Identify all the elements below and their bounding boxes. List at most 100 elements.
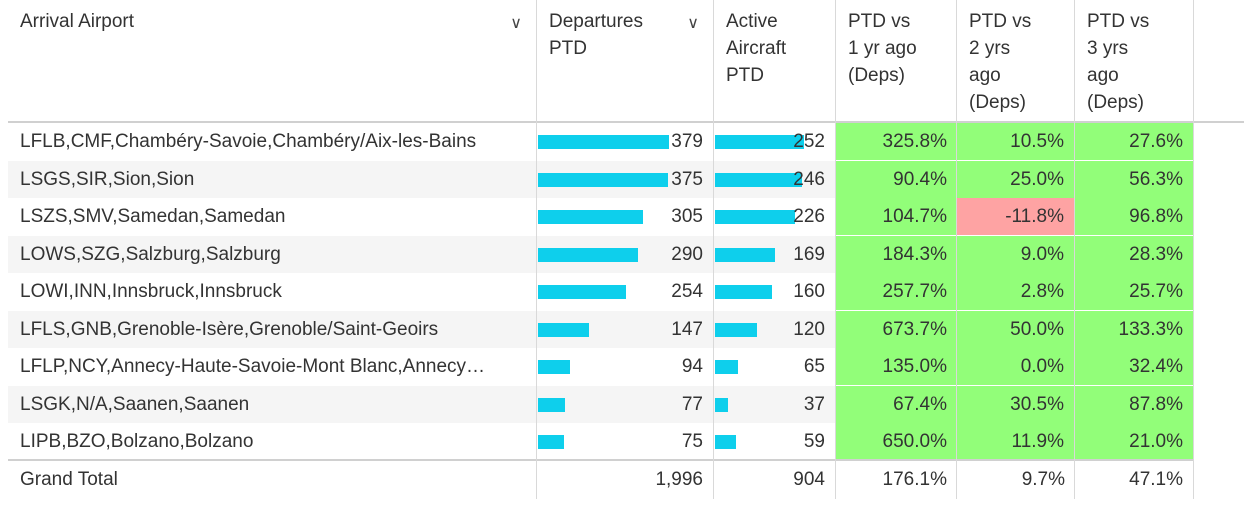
airport-name[interactable]: LFLS,GNB,Grenoble-Isère,Grenoble/Saint-G… — [20, 318, 439, 340]
active-aircraft-value: 120 — [793, 318, 825, 340]
column-divider — [835, 0, 836, 499]
table-row[interactable]: LOWI,INN,Innsbruck,Innsbruck 254 160 257.7%… — [8, 273, 1193, 310]
departures-value: 305 — [671, 206, 703, 227]
airport-name[interactable]: LOWS,SZG,Salzburg,Salzburg — [20, 243, 281, 265]
active-aircraft-bar — [715, 172, 802, 187]
grand-total-row: Grand Total 1,996 904 176.1% 9.7% 47.1% — [8, 461, 1193, 499]
vs-1yr-value: 650.0% — [836, 423, 957, 460]
departures-value: 375 — [671, 168, 703, 190]
table-row[interactable]: LOWS,SZG,Salzburg,Salzburg 290 169 184.3% 9.… — [8, 235, 1193, 273]
table-row[interactable]: LIPB,BZO,Bolzano,Bolzano 75 59 650.0% 11.9% 2… — [8, 423, 1193, 460]
header-vs2-line3: ago — [969, 65, 1001, 86]
active-aircraft-bar — [715, 322, 757, 337]
active-aircraft-bar — [715, 285, 772, 299]
chevron-down-icon[interactable]: ∨ — [510, 15, 522, 32]
airport-name[interactable]: LOWI,INN,Innsbruck,Innsbruck — [20, 281, 282, 302]
vs-3yrs-value: 27.6% — [1075, 123, 1193, 160]
header-arrival-airport[interactable]: Arrival Airport ∨ — [8, 0, 536, 122]
active-aircraft-value: 226 — [793, 206, 825, 227]
vs-2yrs-value: 50.0% — [957, 310, 1074, 348]
grand-total-active: 904 — [793, 469, 825, 490]
vs-1yr-value: 90.4% — [836, 160, 957, 198]
active-aircraft-value: 65 — [803, 356, 825, 377]
header-departures-line2: PTD — [549, 38, 587, 59]
table-row[interactable]: LFLP,NCY,Annecy-Haute-Savoie-Mont Blanc,… — [8, 348, 1193, 385]
header-vs3-line2: 3 yrs — [1087, 38, 1129, 59]
chevron-down-icon[interactable]: ∨ — [687, 15, 699, 32]
header-departures-line1: Departures — [549, 11, 643, 32]
header-vs1-line2: 1 yr ago — [848, 38, 917, 59]
departures-bar — [538, 435, 564, 449]
departures-bar — [538, 360, 570, 374]
active-aircraft-bar — [715, 360, 738, 374]
airport-name[interactable]: LSGS,SIR,Sion,Sion — [20, 168, 195, 190]
vs-1yr-value: 135.0% — [836, 348, 957, 385]
column-divider — [536, 0, 537, 499]
active-aircraft-value: 160 — [793, 281, 825, 302]
departures-value: 75 — [681, 431, 703, 452]
header-vs3-line4: (Deps) — [1087, 92, 1145, 113]
grand-total-label: Grand Total — [20, 469, 118, 490]
vs-1yr-value: 257.7% — [836, 273, 957, 310]
vs-1yr-value: 184.3% — [836, 235, 957, 273]
vs-2yrs-value: 2.8% — [957, 273, 1074, 310]
departures-value: 379 — [671, 131, 703, 152]
header-vs3-line1: PTD vs — [1087, 11, 1150, 32]
active-aircraft-value: 37 — [803, 393, 825, 415]
vs-3yrs-value: 28.3% — [1075, 235, 1193, 273]
vs-2yrs-value: 30.5% — [957, 385, 1074, 423]
header-vs-3yrs[interactable]: PTD vs 3 yrs ago (Deps) — [1075, 0, 1193, 122]
active-aircraft-bar — [715, 435, 736, 449]
vs-3yrs-value: 32.4% — [1075, 348, 1193, 385]
airport-name[interactable]: LFLP,NCY,Annecy-Haute-Savoie-Mont Blanc,… — [20, 356, 486, 377]
header-divider — [8, 121, 1244, 123]
airport-name[interactable]: LSZS,SMV,Samedan,Samedan — [20, 206, 286, 227]
header-departures[interactable]: Departures PTD ∨ — [537, 0, 713, 122]
airport-name[interactable]: LSGK,N/A,Saanen,Saanen — [20, 393, 250, 415]
header-arrival-label: Arrival Airport — [20, 11, 135, 32]
header-active-line3: PTD — [726, 65, 764, 86]
header-vs1-line3: (Deps) — [848, 65, 906, 86]
header-vs2-line2: 2 yrs — [969, 38, 1011, 59]
departures-value: 290 — [671, 243, 703, 265]
header-vs3-line3: ago — [1087, 65, 1119, 86]
table-row[interactable]: LFLS,GNB,Grenoble-Isère,Grenoble/Saint-G… — [8, 310, 1193, 348]
departures-value: 94 — [681, 356, 703, 377]
table-row[interactable]: LSZS,SMV,Samedan,Samedan 305 226 104.7% -11.… — [8, 198, 1193, 235]
active-aircraft-bar — [715, 135, 804, 149]
vs-2yrs-value: 11.9% — [957, 423, 1074, 460]
vs-2yrs-value: 9.0% — [957, 235, 1074, 273]
vs-3yrs-value: 133.3% — [1075, 310, 1193, 348]
header-vs-1yr[interactable]: PTD vs 1 yr ago (Deps) — [836, 0, 956, 122]
header-active-aircraft[interactable]: Active Aircraft PTD — [714, 0, 834, 122]
header-vs-2yrs[interactable]: PTD vs 2 yrs ago (Deps) — [957, 0, 1074, 122]
column-divider — [1074, 0, 1075, 499]
vs-2yrs-value: -11.8% — [957, 198, 1074, 235]
departures-bar — [538, 210, 643, 224]
departures-value: 77 — [681, 393, 703, 415]
vs-3yrs-value: 25.7% — [1075, 273, 1193, 310]
total-divider — [8, 459, 1193, 461]
vs-1yr-value: 67.4% — [836, 385, 957, 423]
grand-total-departures: 1,996 — [655, 469, 703, 490]
vs-2yrs-value: 0.0% — [957, 348, 1074, 385]
airport-name[interactable]: LIPB,BZO,Bolzano,Bolzano — [20, 431, 254, 452]
departures-bar — [538, 322, 589, 337]
header-vs2-line1: PTD vs — [969, 11, 1032, 32]
grand-total-vs3: 47.1% — [1129, 469, 1183, 490]
vs-3yrs-value: 96.8% — [1075, 198, 1193, 235]
departures-bar — [538, 397, 565, 412]
active-aircraft-bar — [715, 247, 775, 262]
table-row[interactable]: LSGS,SIR,Sion,Sion 375 246 90.4% 25.0% 56.3% — [8, 160, 1193, 198]
table-row[interactable]: LSGK,N/A,Saanen,Saanen 77 37 67.4% 30.5% 87.8… — [8, 385, 1193, 423]
airport-name[interactable]: LFLB,CMF,Chambéry-Savoie,Chambéry/Aix-le… — [20, 131, 477, 152]
active-aircraft-bar — [715, 397, 728, 412]
vs-2yrs-value: 10.5% — [957, 123, 1074, 160]
active-aircraft-value: 59 — [803, 431, 825, 452]
table-row[interactable]: LFLB,CMF,Chambéry-Savoie,Chambéry/Aix-le… — [8, 123, 1193, 160]
active-aircraft-value: 246 — [793, 168, 825, 190]
vs-3yrs-value: 87.8% — [1075, 385, 1193, 423]
grand-total-vs2: 9.7% — [1021, 469, 1065, 490]
departures-bar — [538, 285, 626, 299]
